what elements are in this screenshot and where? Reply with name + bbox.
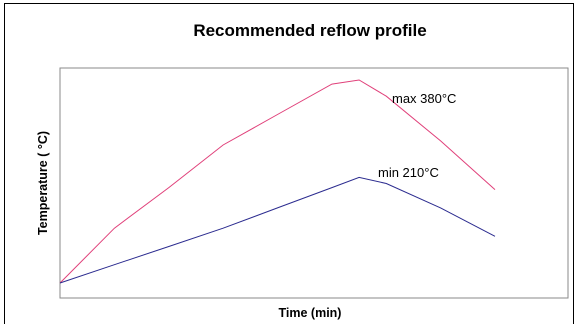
series-label-min: min 210°C — [378, 165, 439, 180]
y-axis-label: Temperature ( °C) — [36, 131, 50, 235]
chart-title: Recommended reflow profile — [193, 21, 426, 40]
series-line-min — [59, 176, 496, 284]
series-label-max: max 380°C — [392, 91, 456, 106]
plot-area — [59, 67, 569, 299]
series-line-max — [59, 79, 496, 284]
series-layer — [59, 79, 496, 284]
chart-frame — [4, 3, 574, 324]
x-axis-label: Time (min) — [279, 306, 342, 320]
annotation-layer: max 380°C min 210°C — [378, 91, 456, 180]
